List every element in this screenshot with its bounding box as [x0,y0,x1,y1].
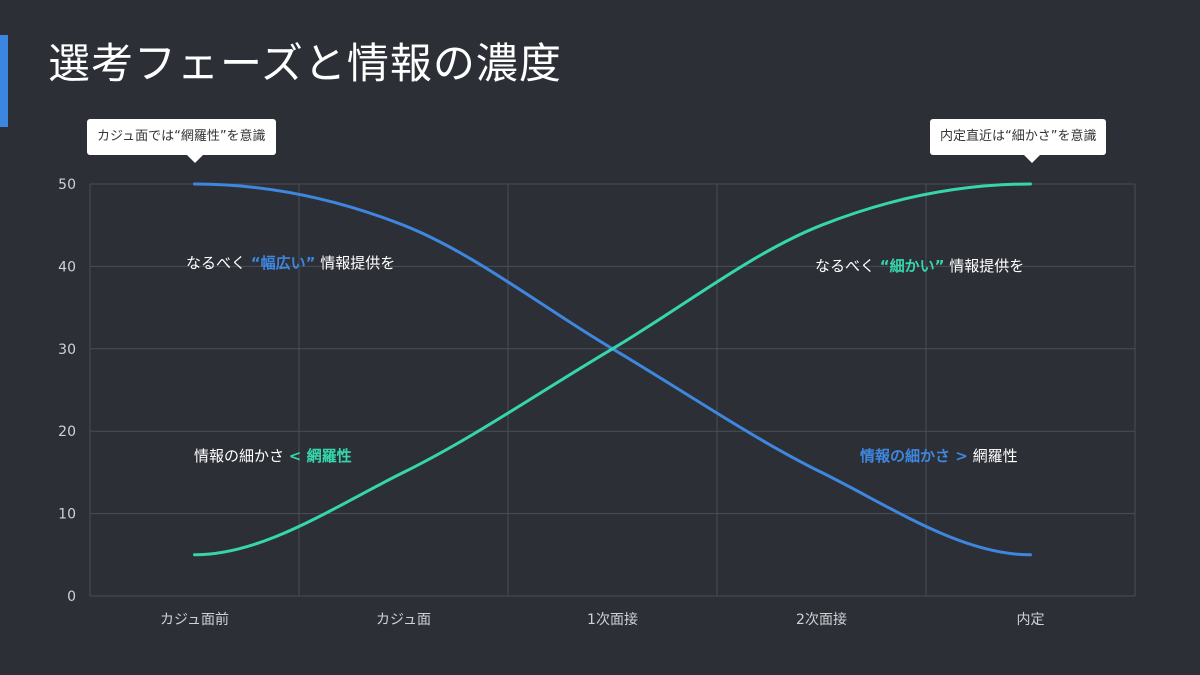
callout-left: カジュ面では“網羅性”を意識 [87,119,276,163]
x-tick-label: カジュ面 [376,612,431,628]
annotation-bottom-left-highlight: < 網羅性 [288,447,352,465]
annotation-top-left-post: 情報提供を [315,254,396,272]
callout-right: 内定直近は“細かさ”を意識 [930,119,1107,163]
annotation-bottom-left: 情報の細かさ < 網羅性 [194,445,352,466]
annotation-top-left: なるべく “幅広い” 情報提供を [186,252,395,273]
annotation-top-right-pre: なるべく [815,257,880,275]
annotation-top-right-highlight: “細かい” [879,257,945,275]
annotation-top-right: なるべく “細かい” 情報提供を [815,255,1024,276]
y-tick-label: 20 [58,424,76,440]
y-tick-label: 30 [58,342,76,358]
y-tick-label: 0 [67,589,76,605]
y-tick-label: 50 [58,177,76,193]
annotation-bottom-right-highlight: 情報の細かさ > [860,447,968,465]
y-tick-label: 10 [58,507,76,523]
annotation-bottom-right: 情報の細かさ > 網羅性 [860,445,1018,466]
annotation-bottom-left-pre: 情報の細かさ [194,447,289,465]
annotation-top-left-highlight: “幅広い” [250,254,316,272]
annotation-top-right-post: 情報提供を [944,257,1025,275]
x-tick-label: 内定 [1017,612,1045,628]
y-tick-label: 40 [58,259,76,275]
page-title: 選考フェーズと情報の濃度 [48,39,562,88]
annotation-bottom-right-post: 網羅性 [967,447,1018,465]
series-line-2 [193,182,1032,557]
title-accent-bar [0,35,8,127]
x-tick-label: 2次面接 [796,611,847,628]
x-tick-label: カジュ面前 [160,611,229,628]
series-line-1 [193,182,1032,557]
annotation-top-left-pre: なるべく [186,254,251,272]
x-tick-label: 1次面接 [587,611,638,628]
